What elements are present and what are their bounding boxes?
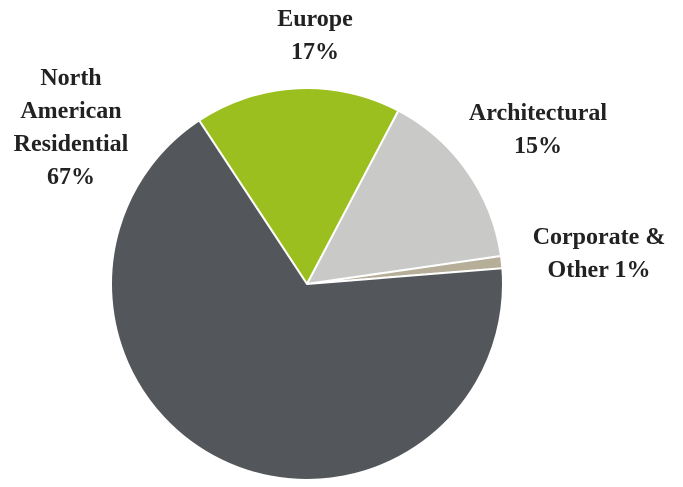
value-label: 1% xyxy=(614,257,651,283)
pie-slice xyxy=(305,109,503,286)
value-label: 17% xyxy=(291,39,339,65)
pie-slice xyxy=(110,118,504,481)
slice-label: North American Residential 67% xyxy=(0,62,142,194)
slice-label: Europe 17% xyxy=(255,3,375,69)
slice-label: Architectural 15% xyxy=(448,97,628,163)
category-label: Architectural xyxy=(468,100,608,126)
pie-slice xyxy=(197,87,400,286)
value-label: 15% xyxy=(514,133,562,159)
category-label: Europe xyxy=(277,6,353,32)
category-label: North American Residential xyxy=(13,65,129,157)
category-label: Corporate & Other xyxy=(532,224,666,283)
value-label: 67% xyxy=(47,164,95,190)
slice-label: Corporate & Other 1% xyxy=(515,221,683,287)
